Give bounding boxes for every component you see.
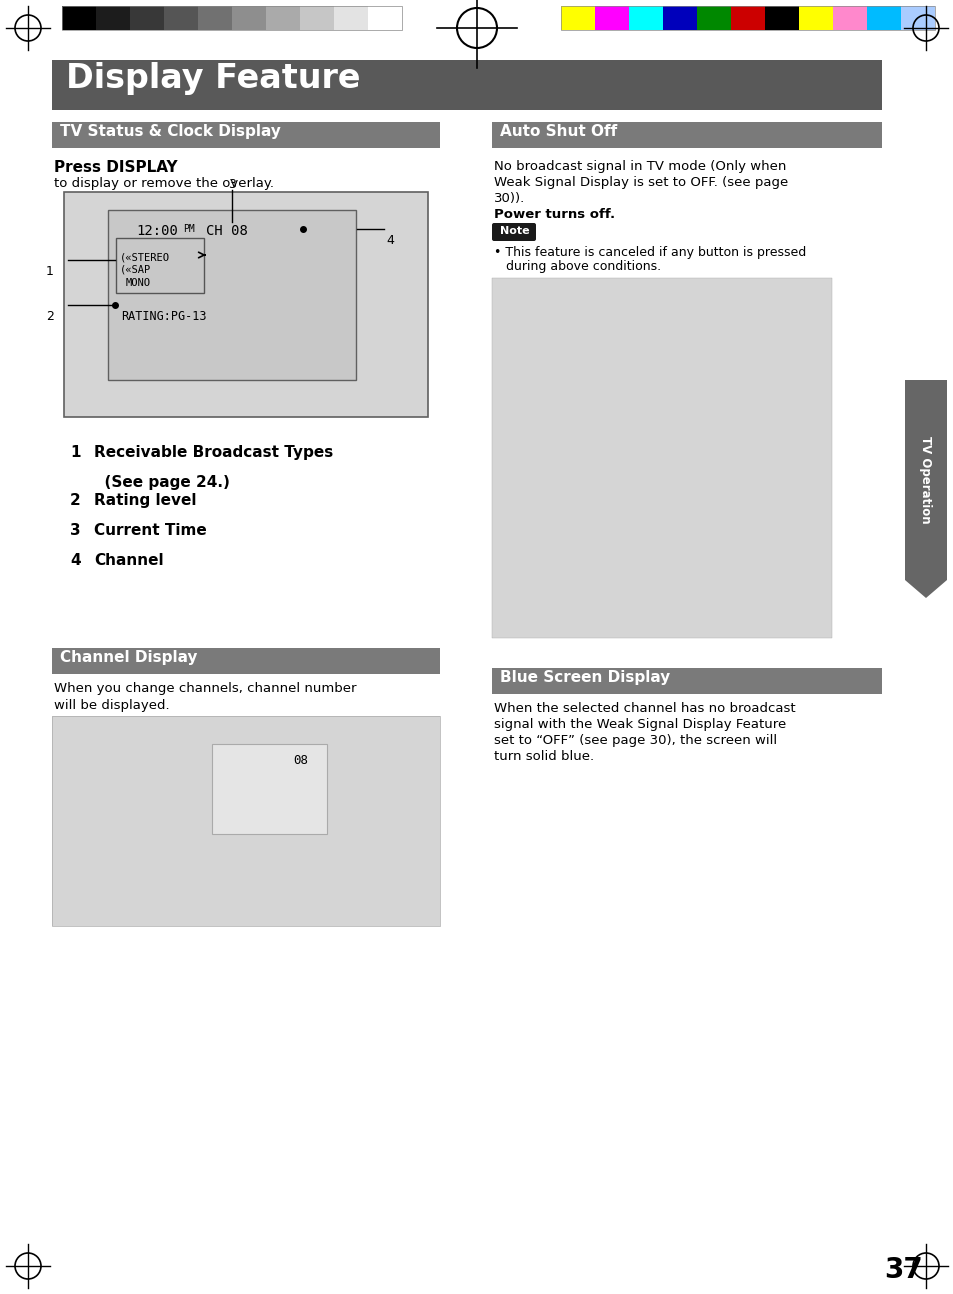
Text: When the selected channel has no broadcast: When the selected channel has no broadca… (494, 703, 795, 716)
Text: RATING:PG-13: RATING:PG-13 (121, 311, 206, 324)
Text: Current Time: Current Time (94, 523, 207, 538)
Bar (52, 716, 439, 927)
Bar (164, 6, 198, 30)
Bar (595, 6, 628, 30)
Text: Power turns off.: Power turns off. (494, 208, 615, 221)
Text: • This feature is canceled if any button is pressed: • This feature is canceled if any button… (494, 246, 805, 259)
Bar (52, 122, 439, 148)
Text: (See page 24.): (See page 24.) (94, 475, 230, 490)
Text: to display or remove the overlay.: to display or remove the overlay. (54, 177, 274, 190)
Text: set to “OFF” (see page 30), the screen will: set to “OFF” (see page 30), the screen w… (494, 734, 777, 747)
Bar (212, 744, 327, 835)
Text: No broadcast signal in TV mode (Only when: No broadcast signal in TV mode (Only whe… (494, 160, 785, 173)
Bar (52, 60, 882, 110)
Text: during above conditions.: during above conditions. (505, 260, 660, 273)
Text: 37: 37 (883, 1256, 922, 1284)
Text: Rating level: Rating level (94, 493, 196, 509)
Bar (492, 278, 831, 638)
Bar (130, 6, 164, 30)
Text: CH 08: CH 08 (206, 224, 248, 238)
Text: 12:00: 12:00 (136, 224, 177, 238)
Text: 2: 2 (46, 311, 53, 324)
Bar (64, 192, 428, 417)
Text: Channel: Channel (94, 553, 164, 568)
Bar (108, 210, 355, 380)
Bar (492, 122, 882, 148)
Bar (560, 6, 934, 30)
Bar (334, 6, 368, 30)
Text: Note: Note (499, 226, 529, 236)
Bar (299, 6, 334, 30)
Bar (730, 6, 764, 30)
Bar (560, 6, 595, 30)
Bar (866, 6, 900, 30)
Text: 30)).: 30)). (494, 192, 525, 204)
Bar (904, 380, 946, 580)
Text: 1: 1 (46, 265, 53, 278)
Text: When you change channels, channel number: When you change channels, channel number (54, 682, 356, 695)
Text: TV Status & Clock Display: TV Status & Clock Display (60, 124, 280, 138)
Text: Weak Signal Display is set to OFF. (see page: Weak Signal Display is set to OFF. (see … (494, 176, 787, 189)
Bar (900, 6, 934, 30)
Bar (96, 6, 130, 30)
Text: TV Operation: TV Operation (919, 436, 931, 524)
Bar (492, 668, 882, 694)
Bar (628, 6, 662, 30)
Text: Press DISPLAY: Press DISPLAY (54, 160, 177, 175)
Bar (697, 6, 730, 30)
Text: PM: PM (183, 224, 194, 234)
Bar (799, 6, 832, 30)
Text: will be displayed.: will be displayed. (54, 699, 170, 712)
Text: 3: 3 (228, 179, 235, 192)
Text: 4: 4 (386, 234, 394, 247)
Bar (52, 648, 439, 674)
Text: MONO: MONO (126, 278, 151, 289)
FancyBboxPatch shape (492, 223, 536, 241)
Text: 08: 08 (293, 754, 308, 767)
Bar (198, 6, 232, 30)
Text: Receivable Broadcast Types: Receivable Broadcast Types (94, 445, 333, 459)
Text: Channel Display: Channel Display (60, 650, 197, 665)
Bar (764, 6, 799, 30)
Text: Display Feature: Display Feature (66, 62, 360, 94)
Bar (662, 6, 697, 30)
Text: («SAP: («SAP (120, 265, 152, 276)
Bar (368, 6, 401, 30)
Bar (116, 238, 204, 292)
Bar (232, 6, 266, 30)
Text: («STEREO: («STEREO (120, 252, 170, 261)
Bar (266, 6, 299, 30)
Text: 4: 4 (70, 553, 81, 568)
Text: Blue Screen Display: Blue Screen Display (499, 670, 670, 685)
Bar (832, 6, 866, 30)
Bar (492, 278, 831, 638)
Text: Auto Shut Off: Auto Shut Off (499, 124, 617, 138)
Text: 1: 1 (70, 445, 80, 459)
Text: turn solid blue.: turn solid blue. (494, 751, 594, 763)
Text: 3: 3 (70, 523, 81, 538)
Bar (52, 716, 439, 927)
Bar (62, 6, 401, 30)
Polygon shape (904, 580, 946, 598)
Bar (62, 6, 96, 30)
Text: signal with the Weak Signal Display Feature: signal with the Weak Signal Display Feat… (494, 718, 785, 731)
Text: 2: 2 (70, 493, 81, 509)
